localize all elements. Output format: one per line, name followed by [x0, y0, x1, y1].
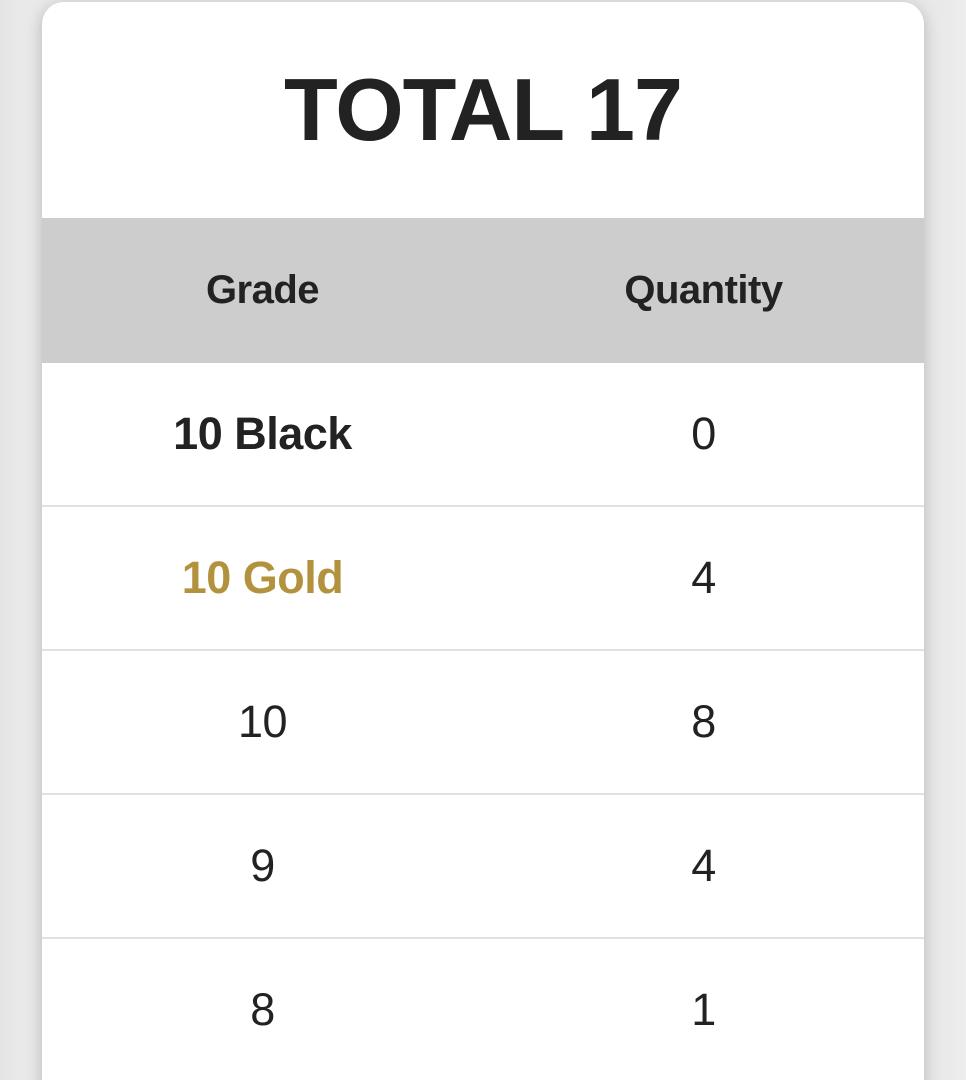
quantity-cell: 0	[691, 408, 716, 459]
quantity-cell: 8	[691, 696, 716, 747]
summary-card: TOTAL 17 Grade Quantity 10 Black 0 10 Go…	[42, 2, 924, 1080]
header-cell-grade: Grade	[205, 268, 320, 312]
quantity-cell: 4	[691, 840, 716, 891]
grade-cell: 9	[250, 840, 275, 891]
total-title: TOTAL 17	[284, 60, 683, 159]
header-cell-quantity: Quantity	[624, 268, 783, 312]
quantity-cell: 1	[691, 984, 716, 1035]
table-row-9: 9 4	[42, 795, 924, 939]
grade-cell: 8	[250, 984, 275, 1035]
grade-cell: 10	[237, 696, 288, 747]
quantity-cell: 4	[691, 552, 716, 603]
table-row-8: 8 1	[42, 939, 924, 1080]
table-row-10: 10 8	[42, 651, 924, 795]
table-row-10-black: 10 Black 0	[42, 363, 924, 507]
table-header-row: Grade Quantity	[42, 218, 924, 363]
table-row-10-gold: 10 Gold 4	[42, 507, 924, 651]
grade-cell: 10 Gold	[181, 552, 344, 603]
grade-cell: 10 Black	[173, 408, 352, 459]
